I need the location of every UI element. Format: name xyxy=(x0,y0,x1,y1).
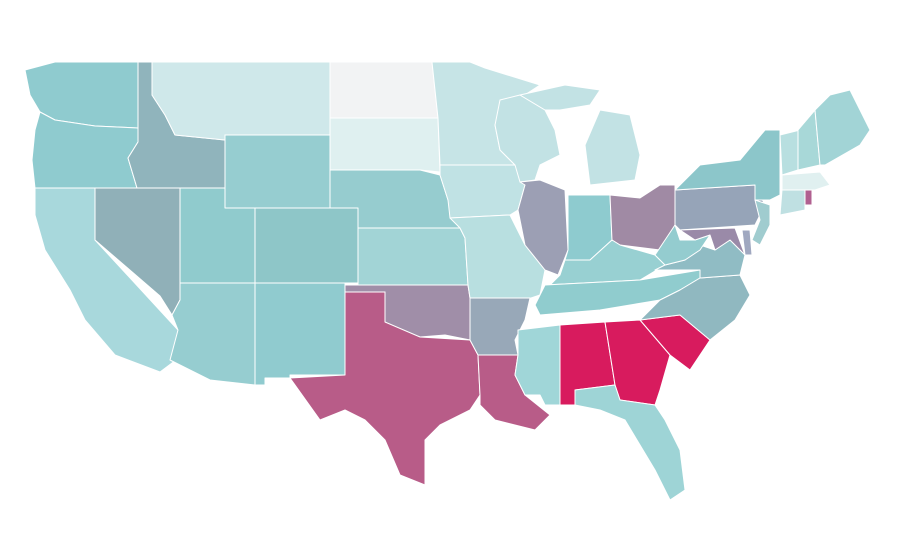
state xyxy=(289,291,481,486)
state xyxy=(674,184,766,231)
state xyxy=(674,129,781,201)
state xyxy=(639,274,751,341)
state xyxy=(439,164,526,219)
state xyxy=(781,171,831,191)
state xyxy=(224,134,331,209)
state xyxy=(151,61,331,141)
state xyxy=(254,282,346,386)
state xyxy=(741,229,753,256)
state xyxy=(519,84,601,111)
state xyxy=(254,207,359,284)
state xyxy=(814,89,871,166)
state xyxy=(751,199,771,246)
state xyxy=(574,384,686,501)
state xyxy=(329,61,439,119)
state xyxy=(679,227,746,256)
state xyxy=(469,297,531,356)
state xyxy=(779,189,806,216)
state xyxy=(584,109,641,186)
state xyxy=(357,227,469,286)
state xyxy=(329,117,441,173)
state xyxy=(804,189,813,206)
state xyxy=(779,129,801,176)
state xyxy=(517,179,569,276)
state xyxy=(169,282,256,386)
